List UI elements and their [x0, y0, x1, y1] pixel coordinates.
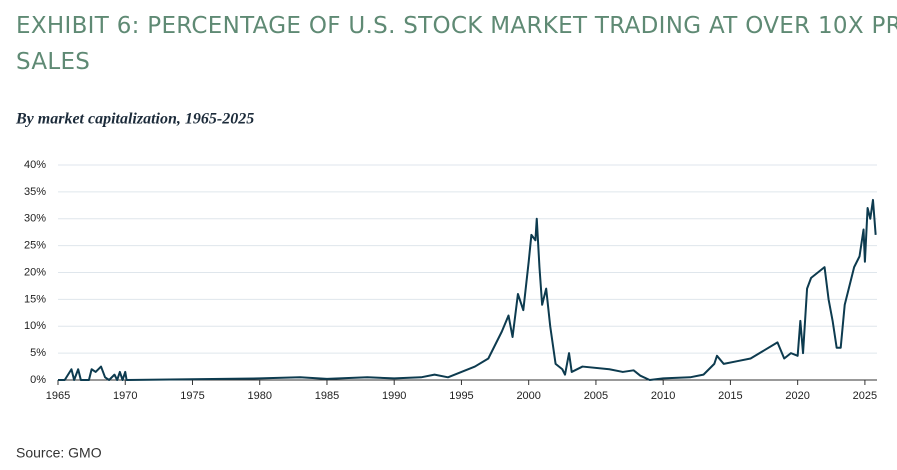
x-tick-label: 2010 [651, 390, 675, 402]
chart-subtitle: By market capitalization, 1965-2025 [15, 111, 254, 128]
y-tick-label: 5% [30, 347, 46, 359]
x-tick-label: 1990 [382, 390, 406, 402]
source: Source: GMO [16, 445, 102, 461]
x-tick-label: 1975 [180, 390, 204, 402]
data-line [58, 198, 877, 381]
x-tick-label: 2025 [853, 390, 877, 402]
y-tick-label: 20% [24, 266, 46, 278]
x-tick-label: 1980 [247, 390, 271, 402]
y-tick-label: 30% [24, 213, 46, 225]
title-line: SALES [16, 49, 90, 75]
x-tick-label: 2005 [584, 390, 608, 402]
x-tick-label: 1965 [46, 390, 70, 402]
y-tick-label: 40% [24, 159, 46, 171]
y-tick-label: 25% [24, 240, 46, 252]
chart-title: EXHIBIT 6: PERCENTAGE OF U.S. STOCK MARK… [16, 13, 897, 75]
x-tick-label: 1985 [315, 390, 339, 402]
y-tick-label: 0% [30, 374, 46, 386]
y-tick-label: 15% [24, 293, 46, 305]
x-tick-label: 2015 [718, 390, 742, 402]
y-tick-label: 10% [24, 320, 46, 332]
title-line: EXHIBIT 6: PERCENTAGE OF U.S. STOCK MARK… [16, 13, 897, 39]
x-tick-label: 1995 [449, 390, 473, 402]
x-tick-label: 2020 [785, 390, 809, 402]
x-tick-label: 1970 [113, 390, 137, 402]
x-tick-label: 2000 [516, 390, 540, 402]
y-tick-label: 35% [24, 186, 46, 198]
